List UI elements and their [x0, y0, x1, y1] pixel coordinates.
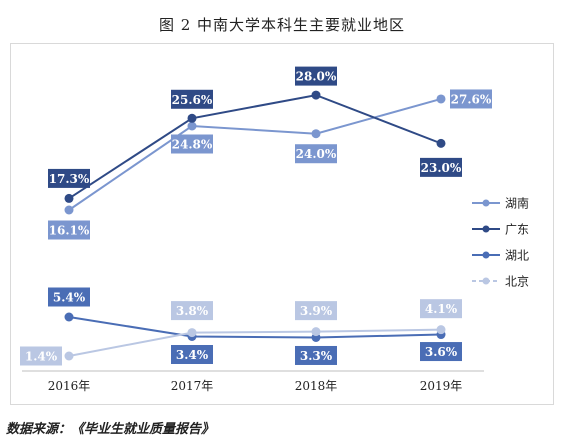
data-label: 24.8%	[172, 138, 213, 152]
data-label-box	[20, 346, 62, 366]
data-label: 5.4%	[53, 291, 86, 305]
data-label: 3.9%	[300, 304, 333, 318]
x-tick-label: 2017年	[171, 379, 214, 393]
data-label: 3.8%	[176, 304, 209, 318]
legend-swatch-marker	[482, 251, 490, 259]
data-label-box	[171, 301, 213, 321]
legend-label: 湖北	[505, 248, 529, 263]
data-label: 3.4%	[176, 348, 209, 362]
x-tick-label: 2016年	[48, 379, 91, 393]
data-label-box	[295, 66, 337, 86]
data-label-box	[48, 287, 90, 307]
data-label-box	[48, 168, 90, 188]
data-point	[187, 113, 197, 123]
legend-swatch-marker	[482, 225, 490, 233]
data-point	[187, 328, 197, 338]
data-point	[64, 312, 74, 322]
data-label-box	[171, 134, 213, 154]
data-label-box	[295, 345, 337, 365]
data-label-box	[48, 220, 90, 240]
data-label: 27.6%	[451, 92, 492, 106]
x-tick-label: 2018年	[295, 379, 338, 393]
data-label: 3.3%	[300, 349, 333, 363]
data-point	[64, 351, 74, 361]
series-lines	[64, 90, 446, 361]
data-label: 17.3%	[49, 172, 90, 186]
data-label-box	[171, 89, 213, 109]
legend-label: 广东	[505, 223, 529, 237]
x-tick-label: 2019年	[420, 379, 463, 393]
data-label: 4.1%	[425, 302, 458, 316]
series-line-3	[68, 316, 442, 339]
data-label: 23.0%	[421, 161, 462, 175]
data-label-box	[420, 342, 462, 362]
legend-swatch-marker	[482, 277, 490, 285]
data-point	[436, 325, 446, 335]
data-label-box	[450, 89, 492, 109]
data-label-box	[295, 144, 337, 164]
data-point	[187, 121, 197, 131]
data-label: 24.0%	[296, 147, 337, 161]
data-label: 25.6%	[172, 93, 213, 107]
legend-swatch-marker	[482, 199, 490, 207]
data-label: 1.4%	[25, 350, 58, 364]
data-point	[311, 129, 321, 139]
legend-label: 北京	[505, 275, 529, 289]
legend-label: 湖南	[505, 196, 529, 211]
data-point	[311, 90, 321, 100]
data-label-box	[295, 301, 337, 321]
data-point	[64, 205, 74, 215]
series-line-1	[68, 98, 442, 211]
data-point	[436, 138, 446, 148]
data-label: 28.0%	[296, 70, 337, 84]
chart-title: 图 2 中南大学本科生主要就业地区	[158, 16, 406, 34]
data-point	[436, 94, 446, 104]
data-label-box	[171, 345, 213, 364]
data-label-box	[420, 299, 462, 319]
data-point	[64, 193, 74, 203]
series-line-4	[68, 328, 442, 357]
data-label: 16.1%	[49, 224, 90, 238]
data-source-note: 数据来源：《毕业生就业质量报告》	[6, 422, 215, 437]
chart-frame	[10, 43, 554, 405]
data-labels: 16.1% 24.8% 24.0% 27.6% 17.3% 25.6% 28.0% 23.0%…	[20, 66, 492, 366]
data-label-box	[420, 157, 462, 177]
data-point	[311, 327, 321, 337]
series-line-2	[68, 94, 442, 200]
data-label: 3.6%	[425, 345, 458, 359]
x-tick-labels: 2016年 2017年 2018年 2019年	[48, 379, 463, 393]
